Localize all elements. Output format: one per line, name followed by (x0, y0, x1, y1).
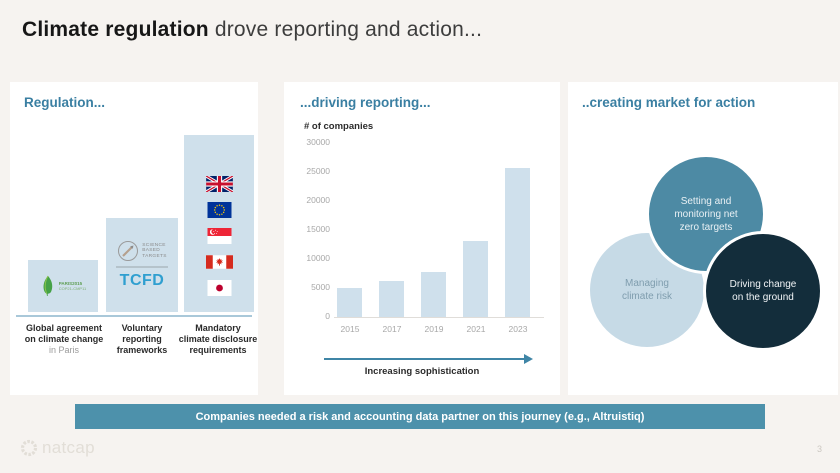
sbt-line2: BASED (142, 248, 161, 254)
sbt-line1: SCIENCE (142, 242, 166, 248)
bar-2019 (421, 271, 446, 317)
x-axis-line (334, 317, 544, 318)
caption-mandatory-line2: climate disclosure (178, 334, 258, 344)
netzero-line1: Setting and (680, 195, 732, 207)
sophistication-label: Increasing sophistication (364, 366, 480, 377)
managing-line1: Managing (625, 278, 669, 289)
regulation-panel: Regulation... PARIS2015 COP21-CMP11 (10, 82, 258, 395)
tcfd-logo: TCFD (119, 272, 165, 289)
circle-managing-climate-risk-label: Managing climate risk (622, 277, 672, 303)
natcap-logo-text: natcap (42, 438, 95, 457)
sbt-line3: TARGETS (142, 253, 167, 259)
x-tick-2021: 2021 (466, 324, 486, 334)
flag-stack (184, 135, 254, 312)
leaf-icon (43, 275, 53, 296)
flag-uk-icon (205, 176, 233, 192)
regulation-bar-paris: PARIS2015 COP21-CMP11 (28, 260, 98, 312)
caption-paris-line2: on climate change (24, 334, 104, 344)
bar-2021 (463, 241, 488, 317)
x-tick-2019: 2019 (424, 324, 444, 334)
caption-frameworks-line2: reporting (122, 334, 162, 344)
driving-line1: Driving change (729, 279, 797, 290)
regulation-header: Regulation... (24, 95, 105, 110)
caption-frameworks-line3: frameworks (116, 345, 168, 355)
sbt-tagline-rule (116, 266, 168, 268)
caption-mandatory: Mandatory climate disclosure requirement… (170, 323, 266, 356)
action-panel: ..creating market for action Managing cl… (568, 82, 838, 395)
caption-frameworks-line1: Voluntary (121, 323, 163, 333)
paris-logo-text: PARIS2015 COP21-CMP11 (59, 281, 87, 291)
netzero-line3: zero targets (679, 221, 733, 233)
sbt-logo-text: SCIENCE BASED TARGETS (142, 243, 166, 260)
caption-paris: Global agreement on climate change in Pa… (16, 323, 112, 356)
regulation-divider (16, 315, 252, 317)
flag-singapore-icon (207, 228, 231, 244)
caption-paris-muted: in Paris (48, 345, 79, 355)
bar-2015 (337, 288, 362, 317)
paris-cop21-logo: PARIS2015 COP21-CMP11 (28, 260, 98, 312)
reporting-header: ...driving reporting... (300, 95, 431, 110)
page-title: Climate regulation drove reporting and a… (22, 18, 482, 42)
y-tick-20000: 20000 (306, 195, 330, 205)
flag-canada-icon (205, 255, 233, 269)
bar-2017 (379, 281, 404, 317)
circle-net-zero-targets-label: Setting and monitoring net zero targets (674, 195, 737, 234)
managing-line2: climate risk (621, 291, 672, 302)
y-tick-25000: 25000 (306, 166, 330, 176)
x-tick-2015: 2015 (340, 324, 360, 334)
regulation-bar-frameworks: SCIENCE BASED TARGETS TCFD (106, 218, 178, 312)
driving-line2: on the ground (732, 292, 794, 303)
natcap-logo-icon (20, 439, 38, 457)
circle-driving-change: Driving change on the ground (703, 231, 823, 351)
action-header: ..creating market for action (582, 95, 756, 110)
caption-mandatory-line3: requirements (189, 345, 247, 355)
regulation-bar-mandatory (184, 135, 254, 312)
y-tick-30000: 30000 (306, 137, 330, 147)
y-tick-5000: 5000 (311, 282, 330, 292)
page-title-bold: Climate regulation (22, 18, 209, 41)
sbt-circle-icon (118, 241, 139, 261)
x-tick-2023: 2023 (508, 324, 528, 334)
netzero-line2: monitoring net (674, 208, 738, 220)
circle-driving-change-label: Driving change on the ground (730, 278, 797, 304)
flag-eu-icon (207, 202, 231, 218)
sophistication-arrow-icon (324, 354, 533, 364)
page-number: 3 (816, 444, 822, 454)
y-tick-0: 0 (325, 311, 330, 321)
key-message-banner: Companies needed a risk and accounting d… (75, 404, 765, 429)
paris-logo-line1: PARIS2015 (58, 281, 83, 286)
caption-mandatory-line1: Mandatory (195, 323, 241, 333)
science-based-targets-logo: SCIENCE BASED TARGETS (117, 240, 166, 262)
bar-chart-plot (334, 142, 546, 317)
caption-paris-line1: Global agreement (25, 323, 103, 333)
framework-logos: SCIENCE BASED TARGETS TCFD (106, 218, 178, 312)
y-tick-10000: 10000 (306, 253, 330, 263)
caption-frameworks: Voluntary reporting frameworks (94, 323, 190, 356)
y-tick-15000: 15000 (306, 224, 330, 234)
bar-2023 (505, 168, 530, 317)
natcap-logo: natcap (20, 438, 95, 458)
paris-logo-line2: COP21-CMP11 (58, 286, 87, 291)
reporting-panel: ...driving reporting... # of companies 3… (284, 82, 560, 395)
flag-japan-icon (207, 280, 231, 296)
x-tick-2017: 2017 (382, 324, 402, 334)
page-title-rest: drove reporting and action... (208, 18, 483, 41)
y-axis-label: # of companies (304, 121, 374, 132)
